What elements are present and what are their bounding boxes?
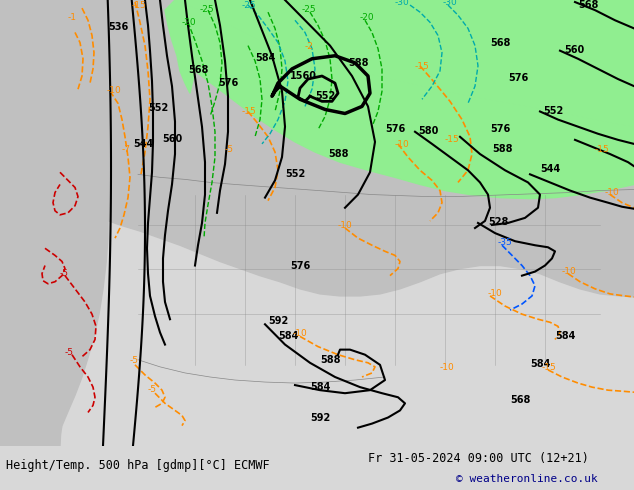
Polygon shape <box>0 0 108 446</box>
Text: 588: 588 <box>320 355 340 365</box>
Text: 584: 584 <box>310 382 330 392</box>
Text: 560: 560 <box>564 45 585 55</box>
Text: 584: 584 <box>530 359 550 369</box>
Text: 576: 576 <box>218 78 238 88</box>
Text: 560: 560 <box>162 134 182 144</box>
Text: 552: 552 <box>148 103 168 114</box>
Text: -35: -35 <box>498 238 513 247</box>
Text: -25: -25 <box>200 5 215 14</box>
Text: -25: -25 <box>302 5 316 14</box>
Text: 576: 576 <box>385 124 405 134</box>
Text: -15: -15 <box>542 363 557 372</box>
Text: Height/Temp. 500 hPa [gdmp][°C] ECMWF: Height/Temp. 500 hPa [gdmp][°C] ECMWF <box>6 459 270 472</box>
Text: 552: 552 <box>285 170 305 179</box>
Text: -10: -10 <box>338 221 353 230</box>
Text: -30: -30 <box>443 0 458 7</box>
Text: 568: 568 <box>510 395 531 405</box>
Text: 592: 592 <box>310 413 330 422</box>
Text: -5: -5 <box>65 348 74 357</box>
Text: 552: 552 <box>315 91 335 101</box>
Polygon shape <box>165 0 634 198</box>
Text: -20: -20 <box>182 18 197 27</box>
Text: 584: 584 <box>278 332 299 342</box>
Text: Fr 31-05-2024 09:00 UTC (12+21): Fr 31-05-2024 09:00 UTC (12+21) <box>368 452 588 465</box>
Text: 544: 544 <box>540 164 560 174</box>
Text: -15: -15 <box>595 145 610 154</box>
Text: 588: 588 <box>328 149 349 159</box>
Polygon shape <box>0 0 634 297</box>
Text: 592: 592 <box>268 316 288 326</box>
Text: 568: 568 <box>188 65 209 75</box>
Text: -10: -10 <box>293 329 307 339</box>
Text: -5: -5 <box>60 269 69 278</box>
Text: 576: 576 <box>290 261 310 270</box>
Text: -10: -10 <box>440 363 455 372</box>
Text: -2: -2 <box>305 42 314 50</box>
Text: -20: -20 <box>360 13 375 22</box>
Text: -1: -1 <box>68 13 77 22</box>
Text: 580: 580 <box>418 126 438 136</box>
Text: 576: 576 <box>508 73 528 83</box>
Text: -5: -5 <box>225 145 234 154</box>
Text: 552: 552 <box>543 105 563 116</box>
Polygon shape <box>0 0 120 446</box>
Text: -10: -10 <box>562 267 577 275</box>
Text: -10: -10 <box>488 289 503 298</box>
Text: 588: 588 <box>492 144 512 154</box>
Polygon shape <box>175 0 634 127</box>
Text: 536: 536 <box>108 23 128 32</box>
Bar <box>0 446 634 490</box>
Text: -15: -15 <box>415 62 430 71</box>
Text: -30: -30 <box>395 0 410 7</box>
Text: -10: -10 <box>395 140 410 149</box>
Polygon shape <box>540 0 634 177</box>
Text: 584: 584 <box>555 332 576 342</box>
Text: -15: -15 <box>445 135 460 144</box>
Text: 568: 568 <box>490 38 510 48</box>
Text: -15: -15 <box>132 1 146 10</box>
Text: © weatheronline.co.uk: © weatheronline.co.uk <box>456 474 598 484</box>
Text: -15: -15 <box>242 106 257 116</box>
Text: -10: -10 <box>107 86 122 95</box>
Text: -5: -5 <box>148 385 157 394</box>
Text: -7: -7 <box>122 145 131 154</box>
Text: 568: 568 <box>578 0 598 10</box>
Text: 576: 576 <box>490 124 510 134</box>
Text: 584: 584 <box>255 53 275 63</box>
Text: -25: -25 <box>242 1 257 10</box>
Text: 1560: 1560 <box>290 71 317 81</box>
Text: -5: -5 <box>130 356 139 365</box>
Text: 528: 528 <box>488 217 508 227</box>
Text: 544: 544 <box>133 139 153 149</box>
Text: -10: -10 <box>605 188 620 196</box>
Text: 588: 588 <box>348 58 368 68</box>
